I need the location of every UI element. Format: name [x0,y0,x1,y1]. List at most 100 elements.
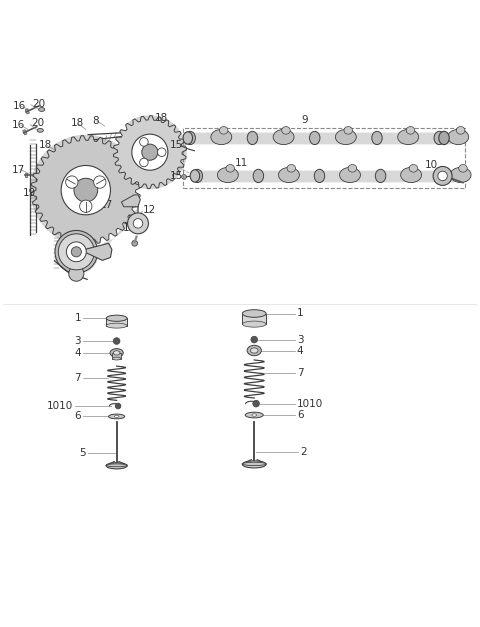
Ellipse shape [106,315,127,321]
Text: 9: 9 [301,115,308,125]
Circle shape [140,138,148,146]
Ellipse shape [282,127,290,134]
Ellipse shape [273,129,294,145]
Ellipse shape [106,464,127,466]
Circle shape [133,219,143,228]
Ellipse shape [251,348,258,353]
Text: 10: 10 [425,161,438,171]
Polygon shape [24,172,27,177]
Circle shape [66,242,86,261]
Ellipse shape [106,463,127,469]
Circle shape [438,171,447,181]
Polygon shape [25,108,29,114]
Text: 1010: 1010 [297,399,323,409]
Ellipse shape [252,414,257,416]
Ellipse shape [436,169,447,182]
Text: 14: 14 [439,169,453,179]
Polygon shape [449,176,453,181]
Text: 18: 18 [155,113,168,122]
Text: 13: 13 [123,223,136,233]
Ellipse shape [242,310,266,317]
Text: 20: 20 [31,119,44,129]
Text: 11: 11 [235,157,249,167]
Text: 17: 17 [100,201,113,210]
Circle shape [71,247,82,257]
Text: 15: 15 [170,171,183,181]
Text: 16: 16 [13,101,26,111]
Polygon shape [36,120,182,268]
Circle shape [66,176,78,188]
Ellipse shape [348,164,357,172]
Ellipse shape [401,167,421,182]
Ellipse shape [106,323,127,328]
Polygon shape [23,130,27,135]
Ellipse shape [247,131,258,145]
Text: 2: 2 [301,447,307,457]
Ellipse shape [344,127,352,134]
FancyBboxPatch shape [242,314,266,324]
Circle shape [94,176,106,188]
Text: 1010: 1010 [47,401,73,411]
Circle shape [115,403,121,409]
Ellipse shape [287,164,296,172]
Circle shape [181,174,186,179]
Text: 6: 6 [297,410,303,420]
Circle shape [181,146,186,150]
Circle shape [128,213,148,234]
Ellipse shape [439,131,449,145]
Ellipse shape [242,321,266,327]
Polygon shape [121,195,140,207]
Text: 16: 16 [12,120,25,130]
Circle shape [113,338,120,344]
Circle shape [253,400,260,407]
Text: 5: 5 [79,448,86,458]
Ellipse shape [219,127,228,134]
Circle shape [80,200,92,213]
Text: 20: 20 [32,99,45,109]
Ellipse shape [278,167,300,182]
Bar [183,129,466,187]
Polygon shape [81,243,112,260]
Ellipse shape [217,167,238,182]
Text: 4: 4 [297,345,303,356]
Text: 18: 18 [71,119,84,129]
Ellipse shape [192,169,203,182]
Ellipse shape [441,169,452,182]
Ellipse shape [247,345,261,356]
Circle shape [142,144,158,161]
Circle shape [58,234,95,270]
Circle shape [157,148,166,157]
Polygon shape [31,135,140,245]
Ellipse shape [242,461,266,468]
Text: 12: 12 [143,205,156,215]
Polygon shape [108,209,112,214]
Text: 18: 18 [38,140,52,150]
Polygon shape [113,115,186,189]
Text: 17: 17 [12,165,25,175]
Ellipse shape [211,129,232,145]
Ellipse shape [38,108,45,112]
Circle shape [69,266,84,282]
Circle shape [140,158,148,167]
Text: 3: 3 [74,336,81,346]
Ellipse shape [185,131,195,145]
Ellipse shape [339,167,360,182]
Ellipse shape [253,169,264,182]
Ellipse shape [37,129,43,132]
Text: 1: 1 [74,314,81,324]
Circle shape [55,231,97,273]
Circle shape [132,134,168,170]
Ellipse shape [448,129,468,145]
Text: 8: 8 [92,116,98,126]
Ellipse shape [456,127,465,134]
Circle shape [61,166,110,215]
Ellipse shape [112,357,121,360]
Ellipse shape [372,131,382,145]
Ellipse shape [398,129,419,145]
Ellipse shape [114,416,119,418]
Text: 7: 7 [297,368,303,378]
Ellipse shape [226,164,235,172]
Text: 15: 15 [170,140,183,150]
Ellipse shape [459,164,467,172]
Text: 4: 4 [74,348,81,358]
